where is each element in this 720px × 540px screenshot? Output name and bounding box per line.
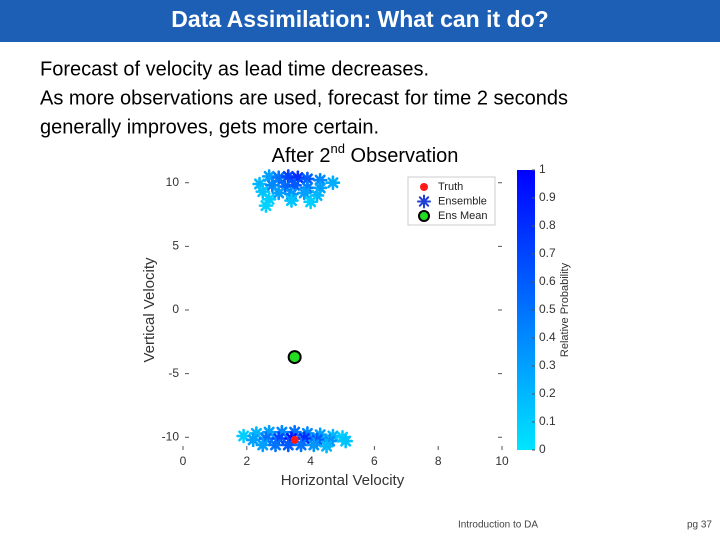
asterisk-stroke bbox=[418, 196, 430, 207]
legend: Truth Ensemble Ens Mean bbox=[407, 176, 496, 226]
colorbar-tick-label: 0.4 bbox=[539, 330, 556, 344]
data-point bbox=[319, 438, 334, 454]
subtitle: After 2nd Observation bbox=[272, 141, 459, 167]
y-tick-label: -10 bbox=[162, 429, 180, 443]
data-point bbox=[303, 194, 318, 210]
data-point bbox=[306, 437, 322, 453]
data-point bbox=[296, 185, 312, 201]
body-line: Forecast of velocity as lead time decrea… bbox=[40, 58, 429, 80]
legend-marker bbox=[418, 210, 430, 222]
body-line: As more observations are used, forecast … bbox=[40, 87, 568, 109]
x-tick-label: 10 bbox=[495, 454, 509, 468]
truth-dot bbox=[290, 435, 299, 444]
data-point bbox=[338, 433, 353, 449]
asterisk-stroke bbox=[282, 439, 294, 451]
y-tick-label: 5 bbox=[172, 239, 179, 253]
data-point bbox=[268, 437, 283, 453]
asterisk-stroke bbox=[340, 435, 352, 447]
asterisk-stroke bbox=[266, 179, 278, 191]
legend-marker bbox=[420, 183, 428, 191]
asterisk-stroke bbox=[257, 186, 269, 198]
slide-title: Data Assimilation: What can it do? bbox=[171, 6, 548, 32]
colorbar-label: Relative Probability bbox=[559, 262, 571, 357]
x-tick-label: 8 bbox=[435, 454, 442, 468]
colorbar-tick-label: 0.7 bbox=[539, 246, 556, 260]
data-point bbox=[290, 435, 299, 444]
x-tick-label: 0 bbox=[180, 454, 187, 468]
colorbar-tick-label: 1 bbox=[539, 162, 546, 176]
mean-dot bbox=[418, 210, 430, 222]
y-axis-label: Vertical Velocity bbox=[141, 257, 158, 363]
subtitle-part: Observation bbox=[345, 145, 458, 167]
footer: Introduction to DA bbox=[458, 520, 538, 531]
legend-label: Ensemble bbox=[438, 195, 487, 207]
colorbar-tick-label: 0.1 bbox=[539, 414, 556, 428]
colorbar-tick-label: 0.3 bbox=[539, 358, 556, 372]
x-tick-label: 2 bbox=[243, 454, 250, 468]
colorbar-tick-label: 0 bbox=[539, 442, 546, 456]
data-point bbox=[293, 437, 309, 453]
data-point bbox=[280, 169, 296, 184]
asterisk-stroke bbox=[260, 200, 272, 212]
page-number: pg 37 bbox=[687, 520, 712, 531]
x-tick-label: 4 bbox=[307, 454, 314, 468]
asterisk-stroke bbox=[285, 195, 298, 207]
asterisk-stroke bbox=[263, 170, 275, 182]
legend-label: Ens Mean bbox=[438, 210, 488, 222]
asterisk-stroke bbox=[295, 439, 307, 451]
colorbar-tick-label: 0.8 bbox=[539, 218, 556, 232]
asterisk-stroke bbox=[314, 174, 326, 186]
data-point bbox=[252, 176, 267, 192]
data-point bbox=[258, 198, 274, 213]
colorbar-tick-label: 0.9 bbox=[539, 190, 556, 204]
subtitle-sup: nd bbox=[331, 141, 345, 156]
asterisk-stroke bbox=[305, 196, 317, 208]
data-point bbox=[325, 175, 341, 191]
asterisk-stroke bbox=[298, 187, 310, 199]
mean-dot bbox=[287, 350, 302, 365]
data-point bbox=[245, 432, 261, 448]
asterisk-stroke bbox=[257, 439, 269, 451]
legend-marker bbox=[417, 194, 431, 209]
colorbar-tick-label: 0.5 bbox=[539, 302, 556, 316]
body-line: generally improves, gets more certain. bbox=[40, 116, 379, 138]
asterisk-stroke bbox=[321, 440, 333, 452]
asterisk-stroke bbox=[301, 173, 313, 185]
x-tick-label: 6 bbox=[371, 454, 378, 468]
y-tick-label: 0 bbox=[172, 302, 179, 316]
data-point bbox=[255, 437, 271, 453]
colorbar-tick-label: 0.6 bbox=[539, 274, 556, 288]
asterisk-stroke bbox=[282, 170, 294, 182]
asterisk-stroke bbox=[273, 187, 285, 199]
colorbar bbox=[517, 170, 535, 450]
y-tick-label: -5 bbox=[168, 366, 179, 380]
y-tick-label: 10 bbox=[166, 175, 180, 189]
asterisk-stroke bbox=[238, 430, 250, 442]
legend-label: Truth bbox=[438, 181, 463, 193]
asterisk-stroke bbox=[254, 178, 266, 190]
data-point bbox=[287, 350, 302, 365]
x-axis-label: Horizontal Velocity bbox=[281, 472, 405, 489]
asterisk-stroke bbox=[269, 439, 282, 451]
title-bar bbox=[0, 0, 720, 42]
data-point bbox=[271, 185, 287, 201]
truth-dot bbox=[420, 183, 428, 191]
subtitle-part: After 2 bbox=[272, 145, 331, 167]
data-point bbox=[280, 437, 296, 453]
asterisk-stroke bbox=[308, 439, 320, 451]
data-point bbox=[284, 193, 299, 208]
asterisk-stroke bbox=[327, 177, 339, 189]
colorbar-tick-label: 0.2 bbox=[539, 386, 556, 400]
asterisk-stroke bbox=[247, 434, 259, 446]
